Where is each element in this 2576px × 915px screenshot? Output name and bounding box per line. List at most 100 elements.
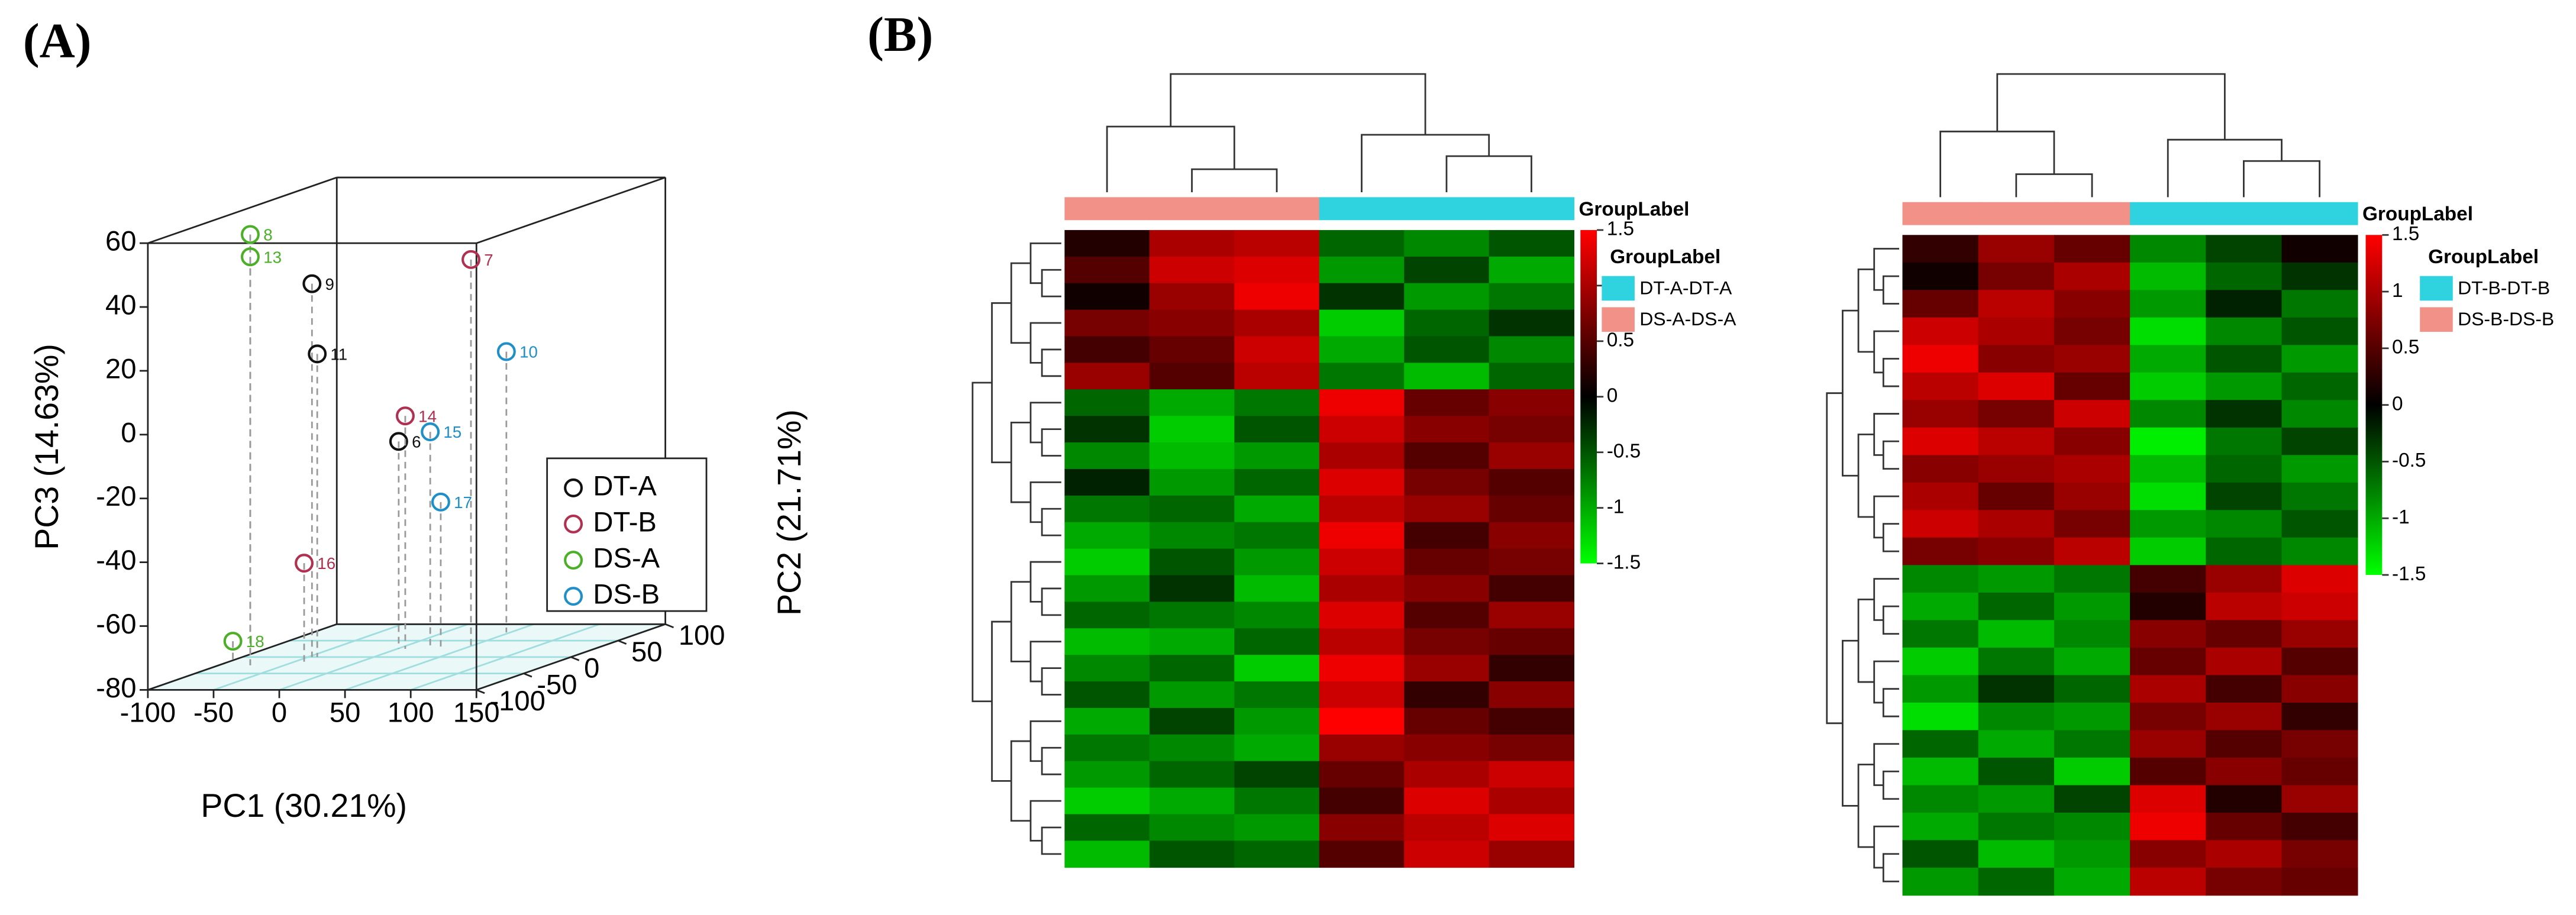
group-bar	[1149, 197, 1235, 221]
heatmap-cell	[1404, 628, 1490, 656]
heatmap-cell	[2206, 537, 2283, 566]
heatmap-cell	[1404, 256, 1490, 284]
legend-marker	[564, 478, 583, 497]
group-bar	[2206, 202, 2283, 225]
heatmap-cell	[1234, 442, 1320, 470]
heatmap-cell	[2281, 372, 2358, 401]
legend-label: DT-A-DT-A	[1639, 277, 1732, 298]
legend-box	[546, 457, 708, 612]
heatmap-cell	[2130, 372, 2207, 401]
point-label: 16	[317, 554, 335, 573]
heatmap-cell	[1489, 814, 1574, 842]
box-edge	[476, 176, 666, 244]
heatmap-cell	[1404, 575, 1490, 603]
heatmap-cell	[1234, 283, 1320, 311]
dendrogram	[2167, 138, 2283, 198]
heatmap-cell	[1234, 734, 1320, 762]
heatmap-cell	[1489, 548, 1574, 576]
heatmap-cell	[1404, 814, 1490, 842]
dendrogram	[1041, 587, 1061, 616]
point	[395, 406, 415, 426]
dendrogram	[1041, 428, 1061, 457]
heatmap-cell	[1149, 814, 1235, 842]
x-tick-label: 50	[330, 697, 361, 729]
box-edge	[147, 176, 337, 244]
heatmap-cell	[1234, 602, 1320, 629]
dendrogram	[1857, 268, 1874, 353]
y-axis-label: PC2 (21.71%)	[771, 409, 808, 616]
heatmap-cell	[1404, 283, 1490, 311]
heatmap-cell	[1902, 400, 1979, 428]
heatmap-cell	[2054, 675, 2130, 703]
z-tick-label: 20	[105, 353, 137, 384]
dendrogram	[1939, 130, 2055, 198]
point	[461, 250, 481, 269]
heatmap-cell	[1149, 840, 1235, 868]
heatmap-cell	[1978, 592, 2055, 621]
heatmap-cell	[1319, 655, 1405, 682]
point	[421, 422, 440, 442]
heatmap-cell	[1064, 363, 1150, 390]
heatmap-cell	[1902, 757, 1979, 786]
heatmap-cell	[1902, 592, 1979, 621]
dendrogram	[1170, 73, 1426, 135]
heatmap-cell	[1149, 468, 1235, 496]
heatmap-cell	[1064, 814, 1150, 842]
heatmap-cell	[2054, 427, 2130, 456]
heatmap-cell	[2130, 317, 2207, 346]
dendrogram	[991, 302, 1012, 464]
dendrogram	[1882, 853, 1899, 882]
dendrogram	[1873, 413, 1899, 456]
heatmap-cell	[1064, 522, 1150, 549]
heatmap-cell	[2130, 345, 2207, 373]
heatmap-cell	[2054, 345, 2130, 373]
heatmap-cell	[1319, 336, 1405, 364]
heatmap-cell	[2206, 812, 2283, 841]
dendrogram	[1873, 578, 1899, 621]
colorbar	[2365, 235, 2383, 575]
dendrogram	[1873, 660, 1899, 704]
heatmap-cell	[2206, 620, 2283, 648]
heatmap-cell	[1978, 702, 2055, 731]
heatmap-cell	[1149, 787, 1235, 815]
colorbar-tick-label: 1.5	[2392, 223, 2419, 245]
group-bar	[2130, 202, 2207, 225]
point	[389, 432, 408, 451]
y-tick-label: -100	[489, 686, 545, 717]
heatmap-cell	[2054, 730, 2130, 758]
heatmap-cell	[1978, 785, 2055, 813]
heatmap-cell	[1978, 400, 2055, 428]
heatmap-cell	[1404, 787, 1490, 815]
legend-marker	[564, 551, 583, 570]
point	[223, 632, 243, 651]
point-label: 18	[246, 632, 264, 651]
heatmap-cell	[2054, 812, 2130, 841]
heatmap-cell	[1978, 427, 2055, 456]
point-label: 11	[330, 345, 347, 363]
heatmap-cell	[1064, 256, 1150, 284]
heatmap-cell	[2054, 455, 2130, 483]
heatmap-cell	[1489, 681, 1574, 709]
heatmap-cell	[1064, 309, 1150, 337]
heatmap-cell	[1149, 548, 1235, 576]
heatmap-cell	[1902, 345, 1979, 373]
dendrogram	[1857, 434, 1874, 518]
heatmap-cell	[2206, 455, 2283, 483]
colorbar-tick-label: -1.5	[2392, 563, 2426, 585]
heatmap-cell	[2130, 840, 2207, 868]
dendrogram	[1010, 262, 1031, 344]
heatmap-cell	[1064, 761, 1150, 788]
heatmap-cell	[2206, 840, 2283, 868]
heatmap-cell	[1489, 787, 1574, 815]
heatmap-cell	[1404, 389, 1490, 416]
heatmap-cell	[1902, 427, 1979, 456]
heatmap-cell	[1234, 840, 1320, 868]
dendrogram	[1029, 242, 1061, 284]
heatmap-cell	[2281, 730, 2358, 758]
heatmap-cell	[1978, 537, 2055, 566]
heatmap-cell	[1978, 455, 2055, 483]
heatmap-cell	[1404, 548, 1490, 576]
dendrogram	[1029, 402, 1061, 444]
heatmap-cell	[2130, 565, 2207, 593]
dendrogram	[1857, 764, 1874, 848]
